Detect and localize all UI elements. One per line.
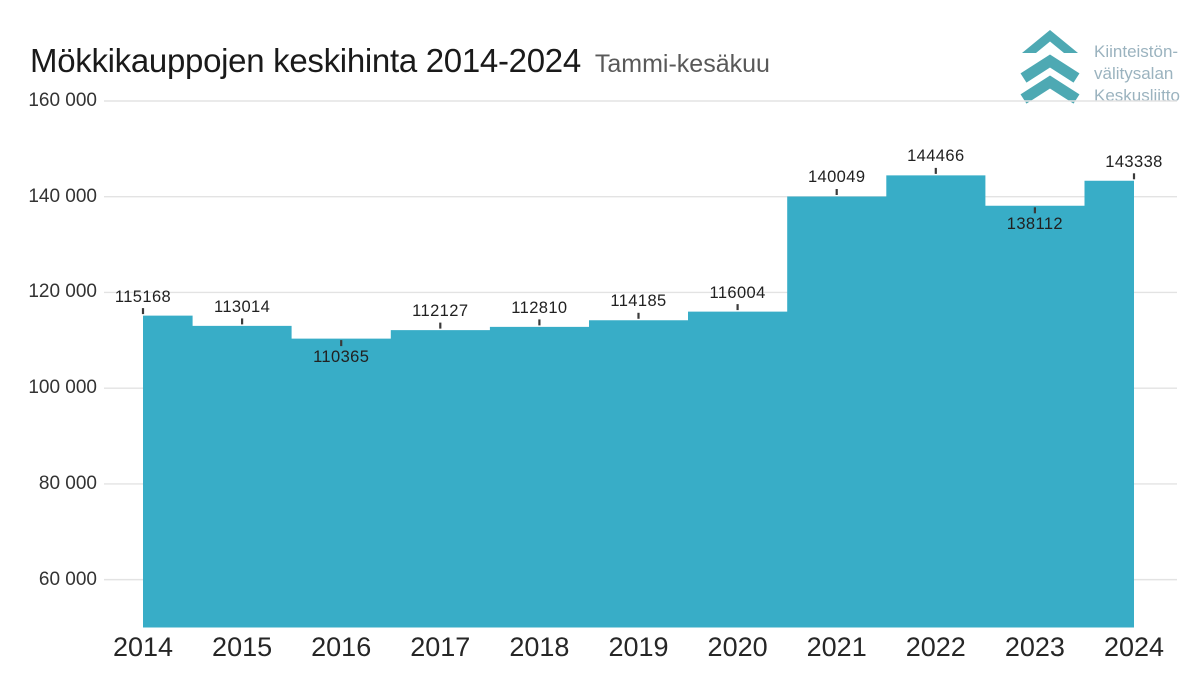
point-tick: [1033, 207, 1036, 214]
chart-header: Mökkikauppojen keskihinta 2014-2024 Tamm…: [30, 42, 770, 80]
value-label: 143338: [1105, 152, 1163, 171]
value-label: 110365: [313, 347, 370, 366]
y-axis-label: 80 000: [38, 472, 97, 494]
area-series: [143, 175, 1134, 628]
point-tick: [340, 340, 343, 347]
chevron-shape: [1020, 54, 1080, 83]
y-axis-label: 120 000: [28, 281, 97, 303]
chevron-shape: [1022, 30, 1078, 53]
chart-title: Mökkikauppojen keskihinta 2014-2024: [30, 42, 581, 79]
point-tick: [439, 322, 442, 329]
point-tick: [141, 308, 145, 315]
x-axis-label: 2022: [905, 632, 966, 662]
value-label: 116004: [709, 283, 766, 302]
value-label: 138112: [1006, 214, 1064, 233]
value-label: 114185: [610, 292, 667, 311]
point-tick: [241, 318, 244, 325]
y-axis-label: 160 000: [28, 90, 97, 111]
value-label: 115168: [114, 287, 172, 306]
point-tick: [835, 189, 838, 195]
logo-text: Kiinteistön-välitysalan Keskusliitto: [1094, 41, 1180, 107]
point-tick: [538, 319, 541, 326]
point-tick: [736, 304, 739, 311]
chevron-shape: [1020, 75, 1080, 104]
value-label: 112810: [511, 298, 568, 317]
x-axis-label: 2024: [1103, 632, 1165, 662]
x-axis-label: 2015: [212, 632, 273, 662]
x-axis-label: 2020: [707, 632, 768, 662]
point-tick: [637, 312, 640, 319]
x-axis-label: 2017: [410, 632, 471, 662]
x-axis-label: 2018: [509, 632, 570, 662]
x-axis-label: 2019: [608, 632, 669, 662]
x-axis-label: 2023: [1004, 632, 1065, 662]
y-axis-label: 60 000: [38, 568, 97, 590]
x-axis-label: 2016: [311, 632, 372, 662]
value-label: 144466: [907, 147, 965, 166]
chart-subtitle: Tammi-kesäkuu: [594, 50, 770, 78]
point-tick: [1132, 173, 1136, 180]
x-axis-label: 2014: [112, 632, 174, 662]
value-label: 112127: [412, 302, 469, 321]
y-axis-label: 140 000: [28, 185, 97, 207]
value-label: 113014: [213, 297, 271, 316]
point-tick: [934, 167, 937, 174]
logo: Kiinteistön-välitysalan Keskusliitto: [1020, 30, 1180, 107]
logo-text-line: Keskusliitto: [1094, 86, 1180, 105]
logo-text-line: välitysalan: [1094, 64, 1174, 83]
chevrons-icon: [1020, 30, 1080, 104]
x-axis-label: 2021: [806, 632, 867, 662]
value-label: 140049: [807, 168, 866, 187]
logo-text-line: Kiinteistön-: [1094, 42, 1179, 61]
y-axis-label: 100 000: [28, 377, 97, 399]
